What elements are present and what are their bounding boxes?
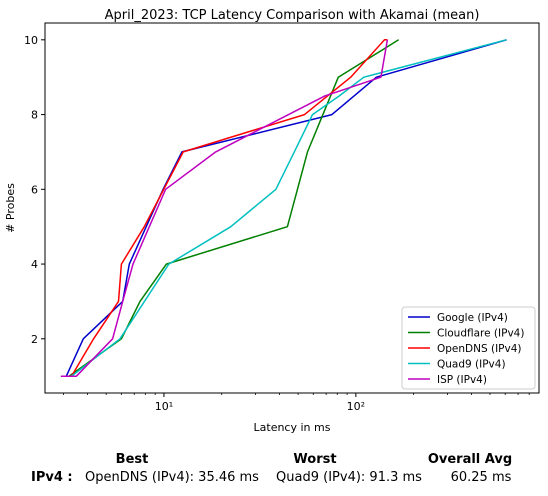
series-line-isp-ipv4 xyxy=(61,40,388,376)
y-tick-label: 4 xyxy=(31,258,38,271)
legend: Google (IPv4) Cloudflare (IPv4) OpenDNS (I… xyxy=(402,307,535,389)
ipv4-row-label: IPv4 : xyxy=(31,470,73,485)
legend-label-opendns-ipv4: OpenDNS (IPv4) xyxy=(437,343,522,355)
legend-label-google-ipv4: Google (IPv4) xyxy=(437,312,508,324)
y-axis-ticks: 2 4 6 8 10 xyxy=(24,34,45,346)
x-axis-label: Latency in ms xyxy=(254,421,331,434)
y-tick-label: 6 xyxy=(31,183,38,196)
y-tick-label: 2 xyxy=(31,333,38,346)
legend-label-quad9-ipv4: Quad9 (IPv4) xyxy=(437,359,506,371)
overall-avg-value: 60.25 ms xyxy=(451,470,512,485)
worst-value: Quad9 (IPv4): 91.3 ms xyxy=(276,470,422,485)
worst-header: Worst xyxy=(293,452,336,467)
chart-title: April_2023: TCP Latency Comparison with … xyxy=(105,8,480,23)
y-tick-label: 10 xyxy=(24,34,38,47)
y-axis-label: # Probes xyxy=(4,183,17,233)
y-tick-label: 8 xyxy=(31,109,38,122)
best-value: OpenDNS (IPv4): 35.46 ms xyxy=(85,470,259,485)
best-header: Best xyxy=(116,452,149,467)
overall-avg-header: Overall Avg xyxy=(428,452,512,467)
legend-label-isp-ipv4: ISP (IPv4) xyxy=(437,374,487,386)
x-tick-label: 10¹ xyxy=(155,400,173,413)
legend-label-cloudflare-ipv4: Cloudflare (IPv4) xyxy=(437,328,524,340)
x-axis-ticks: 10¹ 10² xyxy=(64,393,530,413)
series-line-cloudflare-ipv4 xyxy=(69,40,399,376)
summary-panel: Best Worst Overall Avg IPv4 : OpenDNS (I… xyxy=(0,448,548,496)
latency-chart: April_2023: TCP Latency Comparison with … xyxy=(0,0,548,448)
x-tick-label: 10² xyxy=(347,400,365,413)
